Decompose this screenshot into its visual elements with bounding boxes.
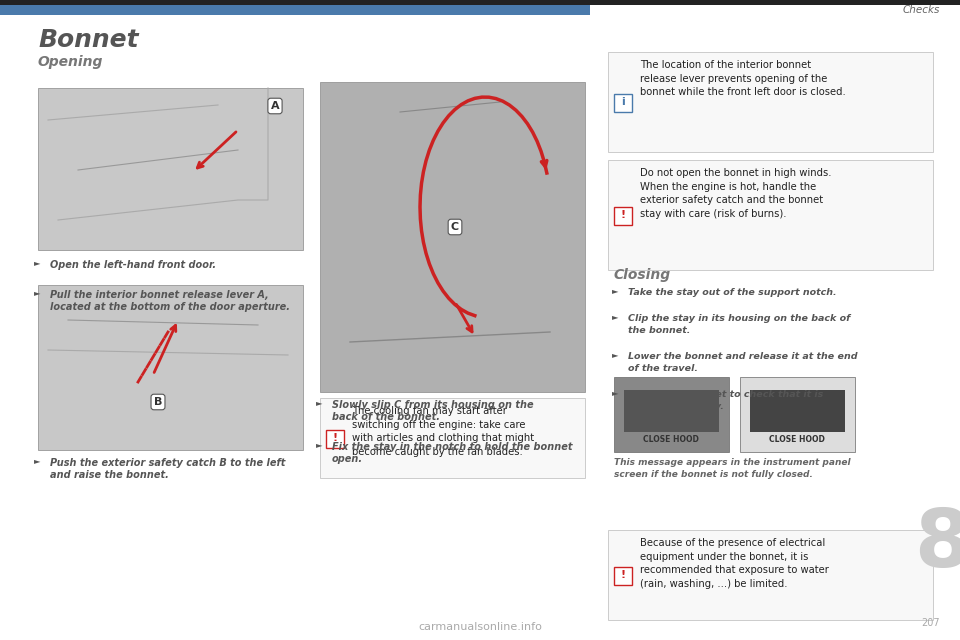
Text: Do not open the bonnet in high winds.
When the engine is hot, handle the
exterio: Do not open the bonnet in high winds. Wh… [640, 168, 831, 219]
Text: open.: open. [332, 454, 363, 464]
Text: Bonnet: Bonnet [38, 28, 138, 52]
Bar [608, 52, 933, 152]
Text: ►: ► [34, 288, 40, 297]
Text: located at the bottom of the door aperture.: located at the bottom of the door apertu… [50, 302, 290, 312]
Text: CLOSE HOOD: CLOSE HOOD [769, 435, 825, 444]
Text: Because of the presence of electrical
equipment under the bonnet, it is
recommen: Because of the presence of electrical eq… [640, 538, 828, 589]
Bar [320, 398, 585, 478]
Bar [326, 430, 344, 448]
Text: Slowly slip C from its housing on the: Slowly slip C from its housing on the [332, 400, 534, 410]
Text: Open the left-hand front door.: Open the left-hand front door. [50, 260, 216, 270]
Bar [0, 0, 590, 15]
Text: B: B [154, 397, 162, 407]
Text: of the travel.: of the travel. [628, 364, 698, 373]
Bar [614, 377, 729, 452]
Text: i: i [621, 97, 625, 107]
Bar [740, 377, 855, 452]
Text: !: ! [620, 210, 626, 220]
Bar [614, 94, 632, 112]
Text: the bonnet.: the bonnet. [628, 326, 690, 335]
Bar [624, 390, 719, 432]
Text: ►: ► [612, 350, 618, 359]
Bar [320, 82, 585, 392]
Bar [750, 390, 845, 432]
Bar [614, 207, 632, 225]
Text: Take the stay out of the support notch.: Take the stay out of the support notch. [628, 288, 836, 297]
Bar [608, 530, 933, 620]
Text: This message appears in the instrument panel
screen if the bonnet is not fully c: This message appears in the instrument p… [614, 458, 851, 479]
Bar [38, 88, 303, 250]
Text: ►: ► [612, 312, 618, 321]
Bar [38, 285, 303, 450]
Text: and raise the bonnet.: and raise the bonnet. [50, 470, 169, 480]
Text: Checks: Checks [902, 5, 940, 15]
Text: ►: ► [34, 258, 40, 267]
Text: ►: ► [612, 286, 618, 295]
Text: The location of the interior bonnet
release lever prevents opening of the
bonnet: The location of the interior bonnet rele… [640, 60, 846, 97]
Text: Lower the bonnet and release it at the end: Lower the bonnet and release it at the e… [628, 352, 857, 361]
Text: Pull on the bonnet to check that it is: Pull on the bonnet to check that it is [628, 390, 824, 399]
Text: ►: ► [612, 388, 618, 397]
Text: carmanualsonline.info: carmanualsonline.info [418, 622, 542, 632]
Text: A: A [271, 101, 279, 111]
Text: !: ! [332, 433, 338, 443]
Bar [614, 567, 632, 585]
Text: CLOSE HOOD: CLOSE HOOD [643, 435, 699, 444]
Text: 207: 207 [922, 618, 940, 628]
Text: The cooling fan may start after
switching off the engine: take care
with article: The cooling fan may start after switchin… [352, 406, 534, 457]
Text: ►: ► [316, 398, 322, 407]
Text: Clip the stay in its housing on the back of: Clip the stay in its housing on the back… [628, 314, 851, 323]
Text: Opening: Opening [38, 55, 104, 69]
Text: secured correctly.: secured correctly. [628, 402, 724, 411]
Text: Closing: Closing [614, 268, 671, 282]
Text: ►: ► [316, 440, 322, 449]
Text: back of the bonnet.: back of the bonnet. [332, 412, 440, 422]
Text: Push the exterior safety catch B to the left: Push the exterior safety catch B to the … [50, 458, 285, 468]
Text: C: C [451, 222, 459, 232]
Text: Fix the stay in the notch to hold the bonnet: Fix the stay in the notch to hold the bo… [332, 442, 572, 452]
Text: 8: 8 [914, 506, 960, 584]
Bar [0, 0, 960, 5]
Text: ►: ► [34, 456, 40, 465]
Bar [608, 160, 933, 270]
Text: Pull the interior bonnet release lever A,: Pull the interior bonnet release lever A… [50, 290, 269, 300]
Text: !: ! [620, 570, 626, 580]
